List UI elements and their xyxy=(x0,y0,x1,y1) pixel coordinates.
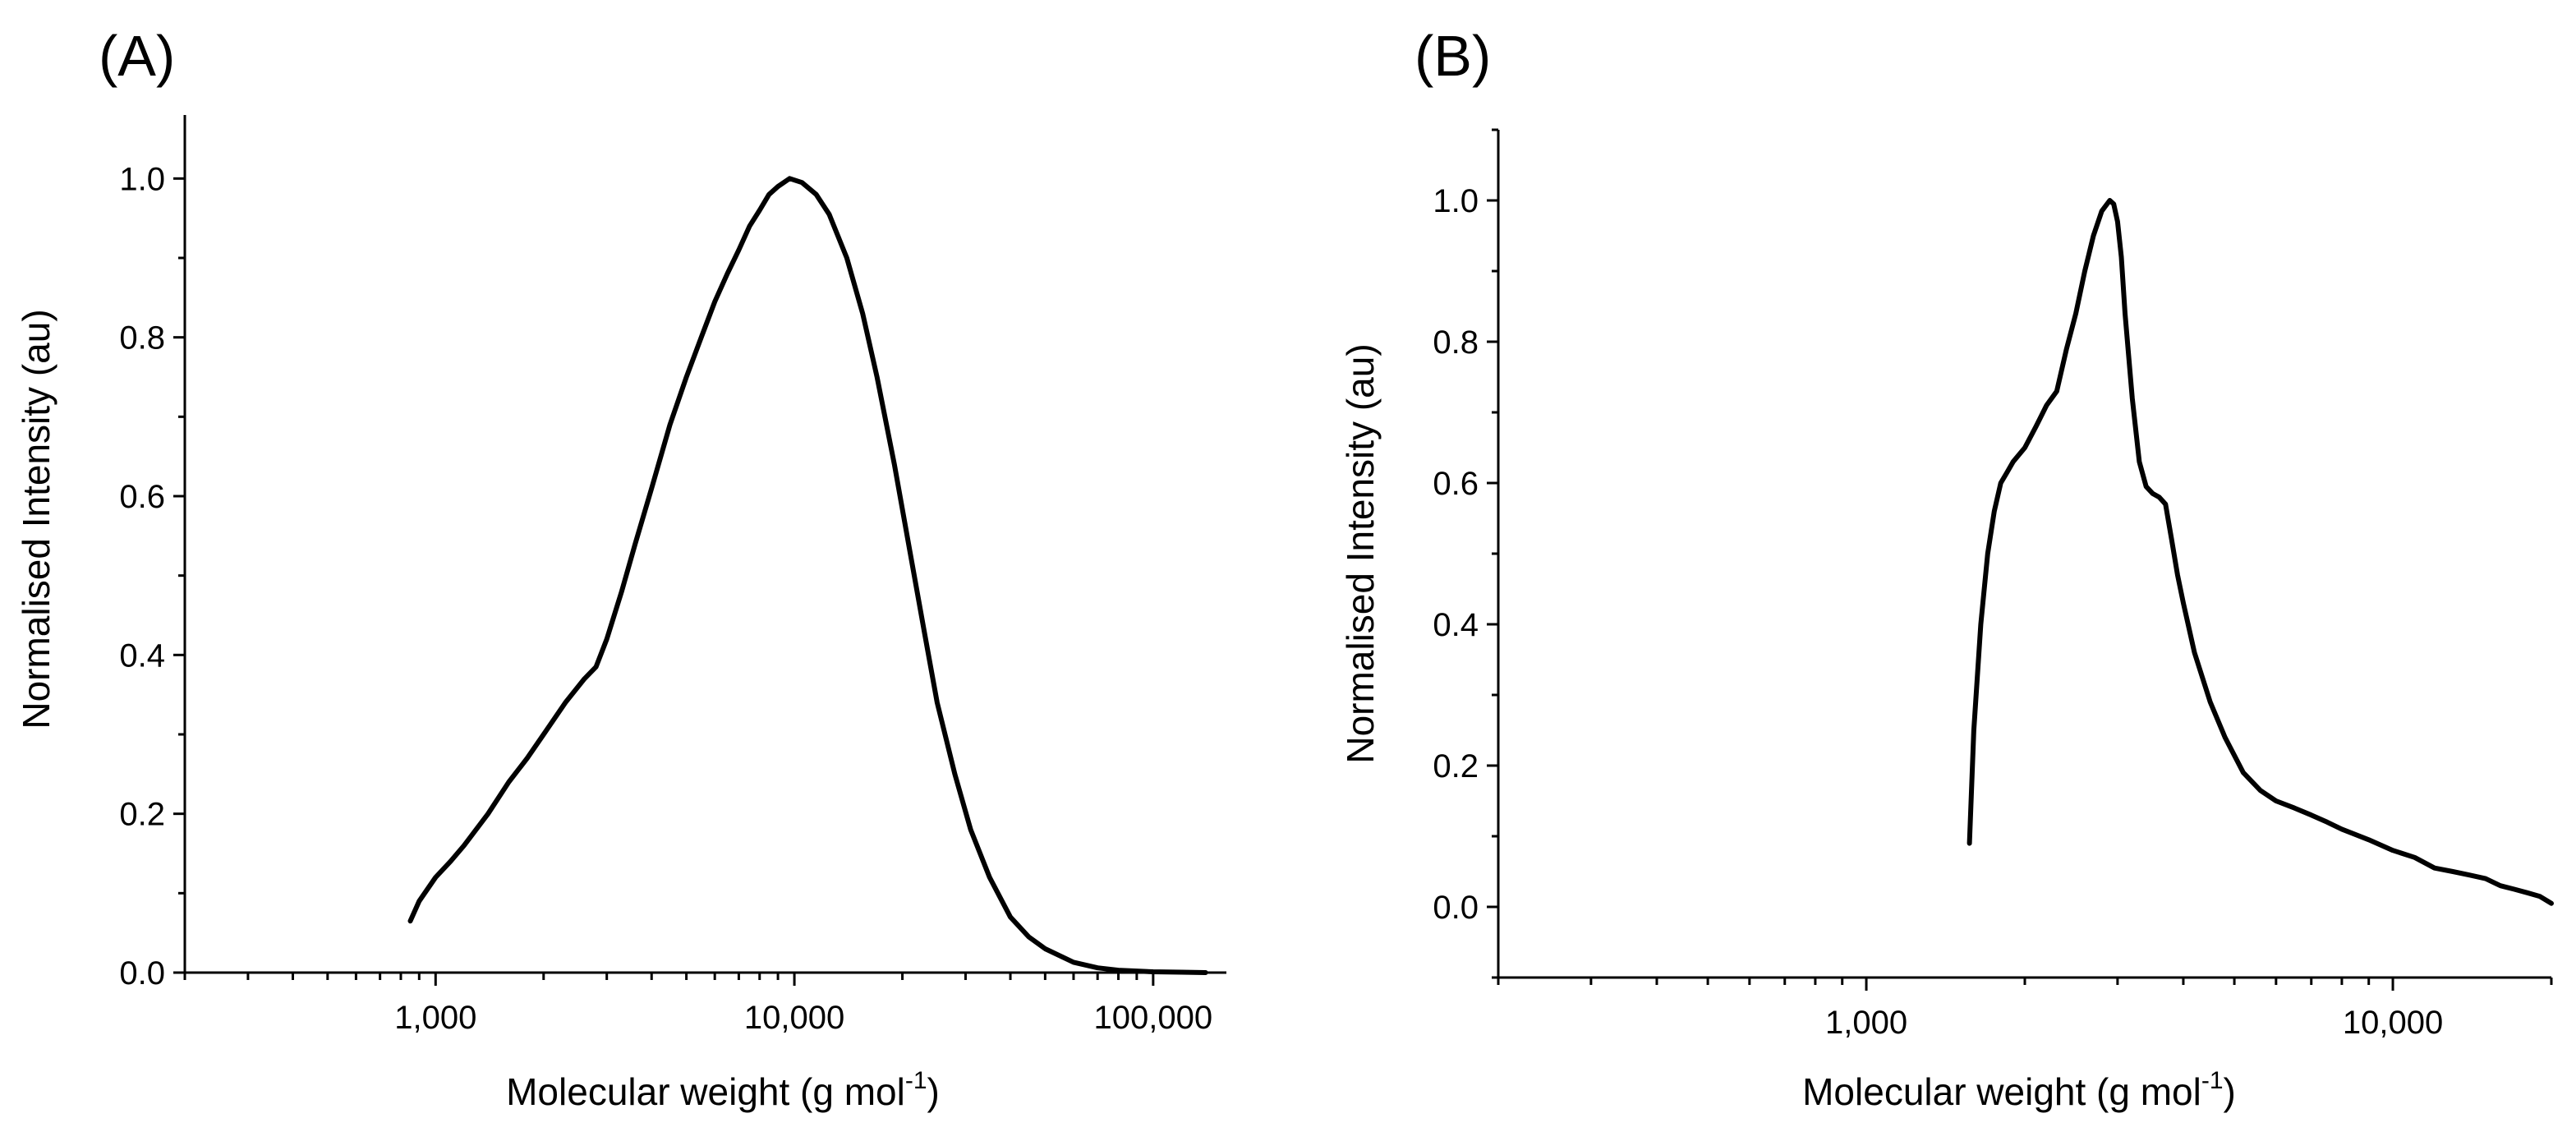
panel-b-series-line xyxy=(1966,198,2554,906)
panel-a-y-ticks: 0.0 0.2 0.4 0.6 0.8 1.0 xyxy=(119,161,185,991)
y-tick-label: 1.0 xyxy=(1433,183,1479,219)
panel-b-chart: (B) 0.0 0.2 0.4 0.6 0.8 1.0 1,000 10,000 Norma… xyxy=(1339,24,2554,1113)
panel-b-y-ticks: 0.0 0.2 0.4 0.6 0.8 1.0 xyxy=(1433,128,1498,979)
x-tick-label: 100,000 xyxy=(1094,1000,1213,1036)
y-tick-label: 0.2 xyxy=(1433,748,1479,784)
panel-b-x-axis-title-end: ) xyxy=(2224,1070,2236,1113)
y-tick-label: 0.4 xyxy=(119,637,165,674)
panel-a-y-axis-title: Normalised Intensity (au) xyxy=(15,309,58,729)
panel-a-x-axis-title-main: Molecular weight (g mol xyxy=(506,1070,905,1113)
x-tick-label: 10,000 xyxy=(2343,1005,2443,1041)
x-tick-label: 1,000 xyxy=(394,1000,476,1036)
panel-b-x-ticks: 1,000 10,000 xyxy=(1497,978,2553,1041)
panel-a-chart: (A) 0.0 0.2 0.4 0.6 0.8 1.0 1,000 10,000 100,00… xyxy=(15,24,1226,1113)
y-tick-label: 0.8 xyxy=(119,320,165,357)
panel-a-label: (A) xyxy=(99,24,175,88)
y-tick-label: 0.8 xyxy=(1433,324,1479,361)
y-tick-label: 0.6 xyxy=(119,479,165,515)
x-tick-label: 1,000 xyxy=(1825,1005,1907,1041)
y-tick-label: 0.2 xyxy=(119,797,165,833)
panel-b-x-axis-title-sup: -1 xyxy=(2201,1067,2224,1094)
y-tick-label: 1.0 xyxy=(119,161,165,197)
panel-b-x-axis-title: Molecular weight (g mol-1) xyxy=(1802,1067,2236,1113)
y-tick-label: 0.6 xyxy=(1433,466,1479,502)
y-tick-label: 0.4 xyxy=(1433,607,1479,643)
panel-a-x-axis-title: Molecular weight (g mol-1) xyxy=(506,1067,940,1113)
panel-a-x-axis-title-sup: -1 xyxy=(905,1067,927,1094)
panel-a-x-axis-title-end: ) xyxy=(927,1070,940,1113)
x-tick-label: 10,000 xyxy=(744,1000,844,1036)
panel-a-series-line xyxy=(407,176,1208,975)
panel-a-x-ticks: 1,000 10,000 100,000 xyxy=(183,973,1213,1036)
panel-b-x-axis-title-main: Molecular weight (g mol xyxy=(1802,1070,2201,1113)
y-tick-label: 0.0 xyxy=(1433,890,1479,926)
y-tick-label: 0.0 xyxy=(119,955,165,991)
panel-b-label: (B) xyxy=(1414,24,1491,88)
panel-b-y-axis-title: Normalised Intensity (au) xyxy=(1339,343,1382,763)
